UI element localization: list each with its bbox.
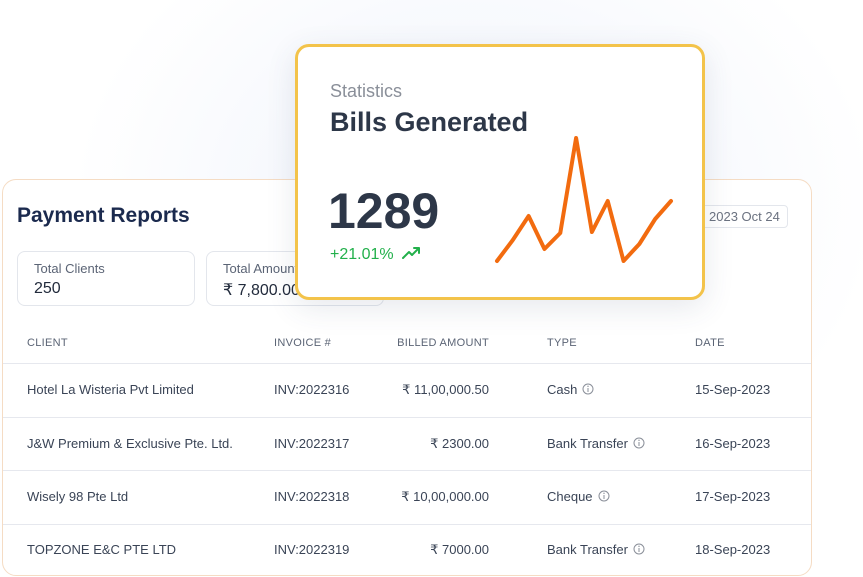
table-cell: TOPZONE E&C PTE LTD bbox=[27, 542, 177, 557]
sparkline bbox=[495, 136, 673, 263]
summary-value: ₹ 7,800.00 bbox=[223, 282, 300, 299]
trend-icon bbox=[402, 247, 421, 259]
table-cell: Bank Transfer bbox=[547, 542, 645, 557]
card-title: Payment Reports bbox=[17, 204, 190, 227]
table-cell: J&W Premium & Exclusive Pte. Ltd. bbox=[27, 436, 233, 451]
summary-box: Total Clients 250 bbox=[17, 251, 195, 306]
table-cell: INV:2022319 bbox=[274, 542, 350, 557]
table-cell: ₹ 7000.00 bbox=[430, 542, 489, 557]
table-cell: Cheque bbox=[547, 489, 610, 504]
row-divider bbox=[3, 417, 811, 418]
info-icon[interactable] bbox=[598, 490, 610, 502]
column-header: BILLED AMOUNT bbox=[397, 337, 489, 349]
row-divider bbox=[3, 363, 811, 364]
stats-change: +21.01% bbox=[330, 246, 394, 263]
summary-label: Total Amount bbox=[223, 261, 299, 276]
table-cell: 18-Sep-2023 bbox=[695, 542, 771, 557]
table-cell: ₹ 10,00,000.00 bbox=[401, 489, 489, 504]
stats-label: Statistics bbox=[330, 81, 403, 101]
table-cell: Cash bbox=[547, 382, 594, 397]
date-filter[interactable]: 2023 Oct 24 bbox=[701, 205, 788, 228]
table-cell: 16-Sep-2023 bbox=[695, 436, 771, 451]
stats-value: 1289 bbox=[328, 183, 440, 239]
table-cell: ₹ 2300.00 bbox=[430, 436, 489, 451]
summary-value: 250 bbox=[34, 280, 61, 297]
table-cell: Wisely 98 Pte Ltd bbox=[27, 489, 129, 504]
row-divider bbox=[3, 470, 811, 471]
table-cell: Bank Transfer bbox=[547, 436, 645, 451]
column-header: CLIENT bbox=[27, 337, 68, 349]
row-divider bbox=[3, 524, 811, 525]
stats-title: Bills Generated bbox=[330, 107, 529, 137]
table-cell: 17-Sep-2023 bbox=[695, 489, 771, 504]
column-header: INVOICE # bbox=[274, 337, 332, 349]
summary-label: Total Clients bbox=[34, 261, 105, 276]
info-icon[interactable] bbox=[633, 437, 645, 449]
table-cell: 15-Sep-2023 bbox=[695, 382, 771, 397]
column-header: TYPE bbox=[547, 337, 577, 349]
info-icon[interactable] bbox=[582, 383, 594, 395]
table-cell: ₹ 11,00,000.50 bbox=[402, 382, 489, 397]
column-header: DATE bbox=[695, 337, 725, 349]
info-icon[interactable] bbox=[633, 543, 645, 555]
table-cell: INV:2022317 bbox=[274, 436, 350, 451]
sparkline-path bbox=[495, 136, 673, 263]
table-cell: Hotel La Wisteria Pvt Limited bbox=[27, 382, 194, 397]
table-cell: INV:2022318 bbox=[274, 489, 350, 504]
stats-change-row: +21.01% bbox=[330, 246, 422, 264]
table-cell: INV:2022316 bbox=[274, 382, 350, 397]
